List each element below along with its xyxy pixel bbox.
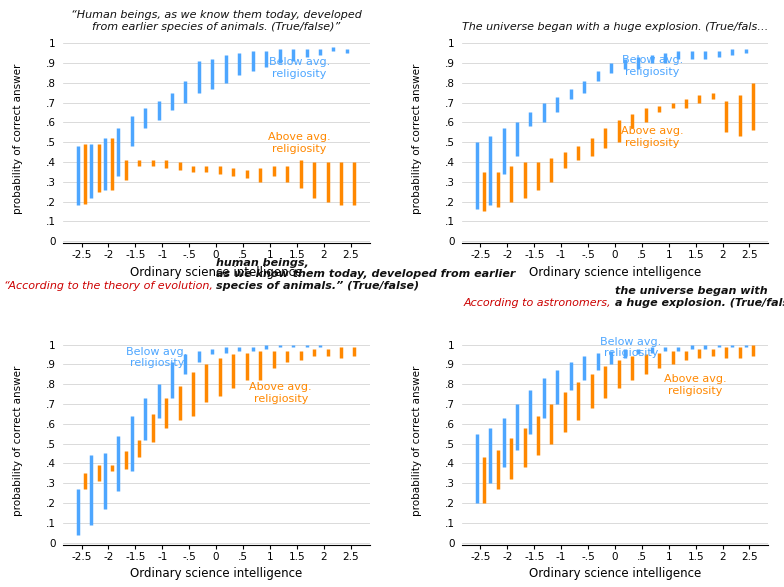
X-axis label: Ordinary science intelligence: Ordinary science intelligence [130,567,303,580]
Text: Below avg.
religiosity: Below avg. religiosity [622,55,683,77]
Text: “According to the theory of evolution,: “According to the theory of evolution, [4,281,216,291]
X-axis label: Ordinary science intelligence: Ordinary science intelligence [528,265,701,279]
Text: the universe began with
a huge explosion. (True/false): the universe began with a huge explosion… [615,286,784,308]
Y-axis label: probability of correct answer: probability of correct answer [13,366,23,516]
Title: “Human beings, as we know them today, developed
from earlier species of animals.: “Human beings, as we know them today, de… [71,10,361,32]
Text: Above avg.
religiosity: Above avg. religiosity [268,133,331,154]
Text: Below avg.
religiosity: Below avg. religiosity [269,57,330,79]
X-axis label: Ordinary science intelligence: Ordinary science intelligence [528,567,701,580]
Text: Above avg.
religiosity: Above avg. religiosity [664,375,727,396]
Text: Below avg.
religiosity: Below avg. religiosity [601,337,662,359]
Text: Above avg.
religiosity: Above avg. religiosity [249,382,312,404]
Text: Above avg.
religiosity: Above avg. religiosity [621,126,684,148]
Text: According to astronomers,: According to astronomers, [464,298,615,308]
Text: Below avg.
religiosity: Below avg. religiosity [126,347,187,368]
Y-axis label: probability of correct answer: probability of correct answer [13,64,23,214]
Y-axis label: probability of correct answer: probability of correct answer [412,64,422,214]
Y-axis label: probability of correct answer: probability of correct answer [412,366,422,516]
X-axis label: Ordinary science intelligence: Ordinary science intelligence [130,265,303,279]
Text: human beings,
as we know them today, developed from earlier
species of animals.”: human beings, as we know them today, dev… [216,258,516,291]
Title: The universe began with a huge explosion. (True/fals…: The universe began with a huge explosion… [462,22,768,32]
